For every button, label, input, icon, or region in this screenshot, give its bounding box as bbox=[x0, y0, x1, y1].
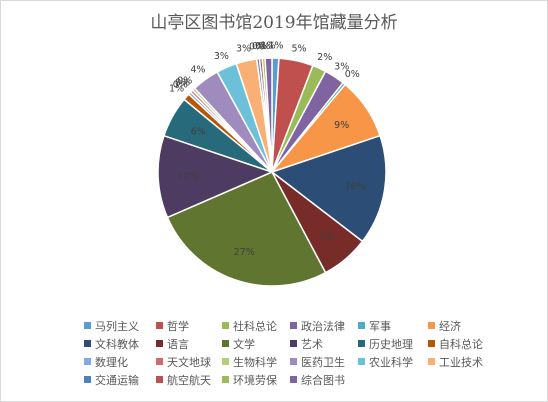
slice-label-21: 1% bbox=[261, 41, 276, 52]
slice-label-19: 0% bbox=[252, 41, 267, 52]
legend-item: 社科总论 bbox=[222, 318, 277, 333]
slice-label-11: 1% bbox=[169, 84, 184, 95]
legend-item: 政治法律 bbox=[290, 318, 345, 333]
legend-item: 工业技术 bbox=[428, 354, 483, 369]
legend-item: 历史地理 bbox=[358, 336, 413, 351]
pie-slice-21 bbox=[264, 57, 273, 173]
legend-swatch bbox=[290, 358, 297, 365]
legend-swatch bbox=[222, 322, 229, 329]
legend-swatch bbox=[290, 322, 297, 329]
legend-label: 自科总论 bbox=[439, 337, 483, 351]
legend-swatch bbox=[84, 358, 91, 365]
pie-slice-6 bbox=[270, 134, 387, 243]
legend-label: 艺术 bbox=[301, 337, 323, 351]
legend-label: 历史地理 bbox=[369, 337, 413, 351]
legend-label: 哲学 bbox=[167, 319, 189, 333]
slice-label-13: 0% bbox=[175, 77, 190, 88]
legend-swatch bbox=[84, 340, 91, 347]
chart-title: 山亭区图书馆2019年馆藏量分析 bbox=[150, 13, 398, 33]
slice-label-18: 0% bbox=[249, 41, 264, 52]
legend-swatch bbox=[156, 340, 163, 347]
legend-item: 文科教体 bbox=[84, 336, 139, 351]
slice-label-7: 7% bbox=[319, 232, 334, 243]
legend-item: 哲学 bbox=[156, 318, 189, 333]
legend-item: 交通运输 bbox=[84, 372, 139, 387]
legend-swatch bbox=[358, 340, 365, 347]
slice-label-12: 0% bbox=[173, 80, 188, 91]
slice-label-4: 0% bbox=[345, 69, 360, 80]
legend-item: 航空航天 bbox=[156, 372, 211, 387]
legend-item: 自科总论 bbox=[428, 336, 483, 351]
legend-swatch bbox=[358, 358, 365, 365]
legend-item: 农业科学 bbox=[358, 354, 413, 369]
legend-swatch bbox=[156, 376, 163, 383]
legend-label: 经济 bbox=[439, 319, 461, 333]
legend-swatch bbox=[222, 358, 229, 365]
legend-swatch bbox=[428, 358, 435, 365]
slice-label-15: 4% bbox=[190, 64, 205, 75]
legend-swatch bbox=[358, 322, 365, 329]
slice-label-10: 6% bbox=[191, 127, 206, 138]
legend-swatch bbox=[222, 376, 229, 383]
legend-label: 农业科学 bbox=[369, 355, 413, 369]
slice-label-6: 16% bbox=[345, 181, 366, 192]
slice-label-20: 0% bbox=[255, 41, 270, 52]
slice-label-14: 0% bbox=[177, 75, 192, 86]
legend-label: 交通运输 bbox=[95, 373, 139, 387]
slice-label-2: 2% bbox=[317, 52, 332, 63]
legend-item: 综合图书 bbox=[290, 372, 345, 387]
legend-label: 生物科学 bbox=[233, 355, 277, 369]
legend-label: 政治法律 bbox=[301, 319, 345, 333]
legend-label: 工业技术 bbox=[439, 355, 483, 369]
legend-label: 数理化 bbox=[95, 355, 128, 369]
legend-item: 生物科学 bbox=[222, 354, 277, 369]
pie-chart: 1% 5%2%3%0%9%16%7%27%12%6%1%0%0%0%4%3%3%0… bbox=[157, 41, 387, 287]
legend-item: 艺术 bbox=[290, 336, 323, 351]
legend-swatch bbox=[84, 376, 91, 383]
legend-swatch bbox=[290, 376, 297, 383]
legend-label: 环境劳保 bbox=[233, 373, 277, 387]
legend-swatch bbox=[428, 322, 435, 329]
legend-label: 航空航天 bbox=[167, 373, 211, 387]
legend-label: 医药卫生 bbox=[301, 355, 345, 369]
legend-item: 军事 bbox=[358, 318, 391, 333]
legend-item: 医药卫生 bbox=[290, 354, 345, 369]
slice-label-0: 1% bbox=[268, 41, 283, 52]
legend-label: 综合图书 bbox=[301, 373, 345, 387]
legend-label: 马列主义 bbox=[95, 319, 139, 333]
legend-item: 马列主义 bbox=[84, 318, 139, 333]
legend-item: 天文地球 bbox=[156, 354, 211, 369]
legend-swatch bbox=[156, 322, 163, 329]
legend-label: 语言 bbox=[167, 337, 189, 351]
legend-item: 数理化 bbox=[84, 354, 128, 369]
legend-item: 文学 bbox=[222, 336, 255, 351]
slice-label-3: 3% bbox=[334, 61, 349, 72]
legend-swatch bbox=[156, 358, 163, 365]
legend-swatch bbox=[222, 340, 229, 347]
slice-label-5: 9% bbox=[334, 120, 349, 131]
slice-label-1: 5% bbox=[291, 43, 306, 54]
legend-item: 语言 bbox=[156, 336, 189, 351]
legend-swatch bbox=[290, 340, 297, 347]
legend-item: 环境劳保 bbox=[222, 372, 277, 387]
legend-label: 社科总论 bbox=[233, 319, 277, 333]
slice-label-8: 27% bbox=[234, 247, 255, 258]
legend-item: 经济 bbox=[428, 318, 461, 333]
slice-label-16: 3% bbox=[214, 51, 229, 62]
legend-swatch bbox=[84, 322, 91, 329]
pie-slice-9 bbox=[157, 134, 275, 219]
legend-label: 文科教体 bbox=[95, 337, 139, 351]
legend-swatch bbox=[428, 340, 435, 347]
slice-label-9: 12% bbox=[177, 171, 198, 182]
legend-label: 文学 bbox=[233, 337, 255, 351]
slice-label-17: 3% bbox=[236, 44, 251, 55]
legend-label: 天文地球 bbox=[167, 355, 211, 369]
legend-label: 军事 bbox=[369, 319, 391, 333]
